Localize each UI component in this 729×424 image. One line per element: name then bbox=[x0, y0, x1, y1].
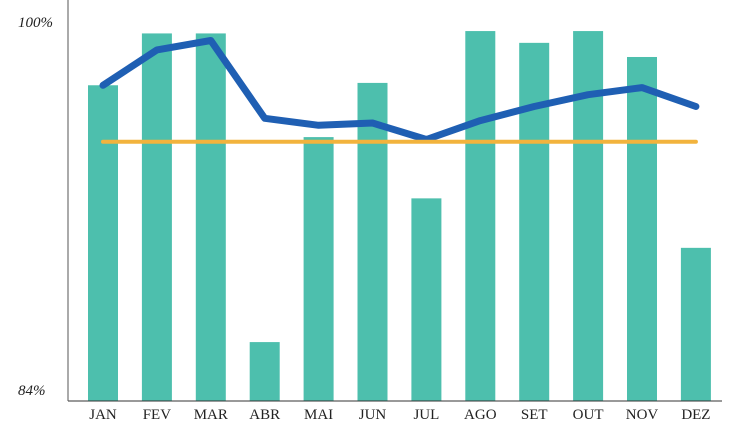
x-tick-label-jun: JUN bbox=[359, 407, 387, 423]
x-tick-label-dez: DEZ bbox=[681, 407, 710, 423]
bar-out bbox=[573, 31, 604, 401]
x-tick-label-ago: AGO bbox=[464, 407, 497, 423]
x-tick-label-nov: NOV bbox=[626, 407, 659, 423]
line-series-1 bbox=[99, 37, 700, 143]
bar-nov bbox=[627, 56, 657, 402]
x-tick-label-abr: ABR bbox=[249, 407, 280, 423]
x-tick-labels: JAN FEV MAR ABR MAI JUN JUL AGO SET OUT NOV DEZ bbox=[89, 407, 710, 423]
bar-jan bbox=[88, 85, 118, 401]
x-tick-label-mai: MAI bbox=[304, 407, 333, 423]
x-tick-label-jan: JAN bbox=[89, 407, 117, 423]
x-tick-label-set: SET bbox=[521, 407, 548, 423]
lines-group bbox=[99, 37, 700, 144]
bar-fev bbox=[141, 33, 172, 402]
x-tick-label-out: OUT bbox=[573, 407, 604, 423]
bar-jun bbox=[357, 82, 388, 401]
y-tick-labels: 100% 84% bbox=[18, 15, 53, 399]
bar-jul bbox=[411, 198, 442, 401]
bar-abr bbox=[249, 342, 280, 401]
bar-mai bbox=[303, 137, 334, 401]
bar-ago bbox=[465, 31, 496, 401]
y-tick-label-100: 100% bbox=[18, 15, 53, 31]
bar-set bbox=[519, 42, 550, 401]
x-tick-label-mar: MAR bbox=[194, 407, 228, 423]
x-tick-label-fev: FEV bbox=[143, 407, 172, 423]
bars-group bbox=[88, 31, 711, 402]
y-tick-label-84: 84% bbox=[18, 383, 46, 399]
bar-mar bbox=[195, 33, 226, 402]
x-tick-label-jul: JUL bbox=[413, 407, 439, 423]
bar-dez bbox=[680, 247, 711, 401]
